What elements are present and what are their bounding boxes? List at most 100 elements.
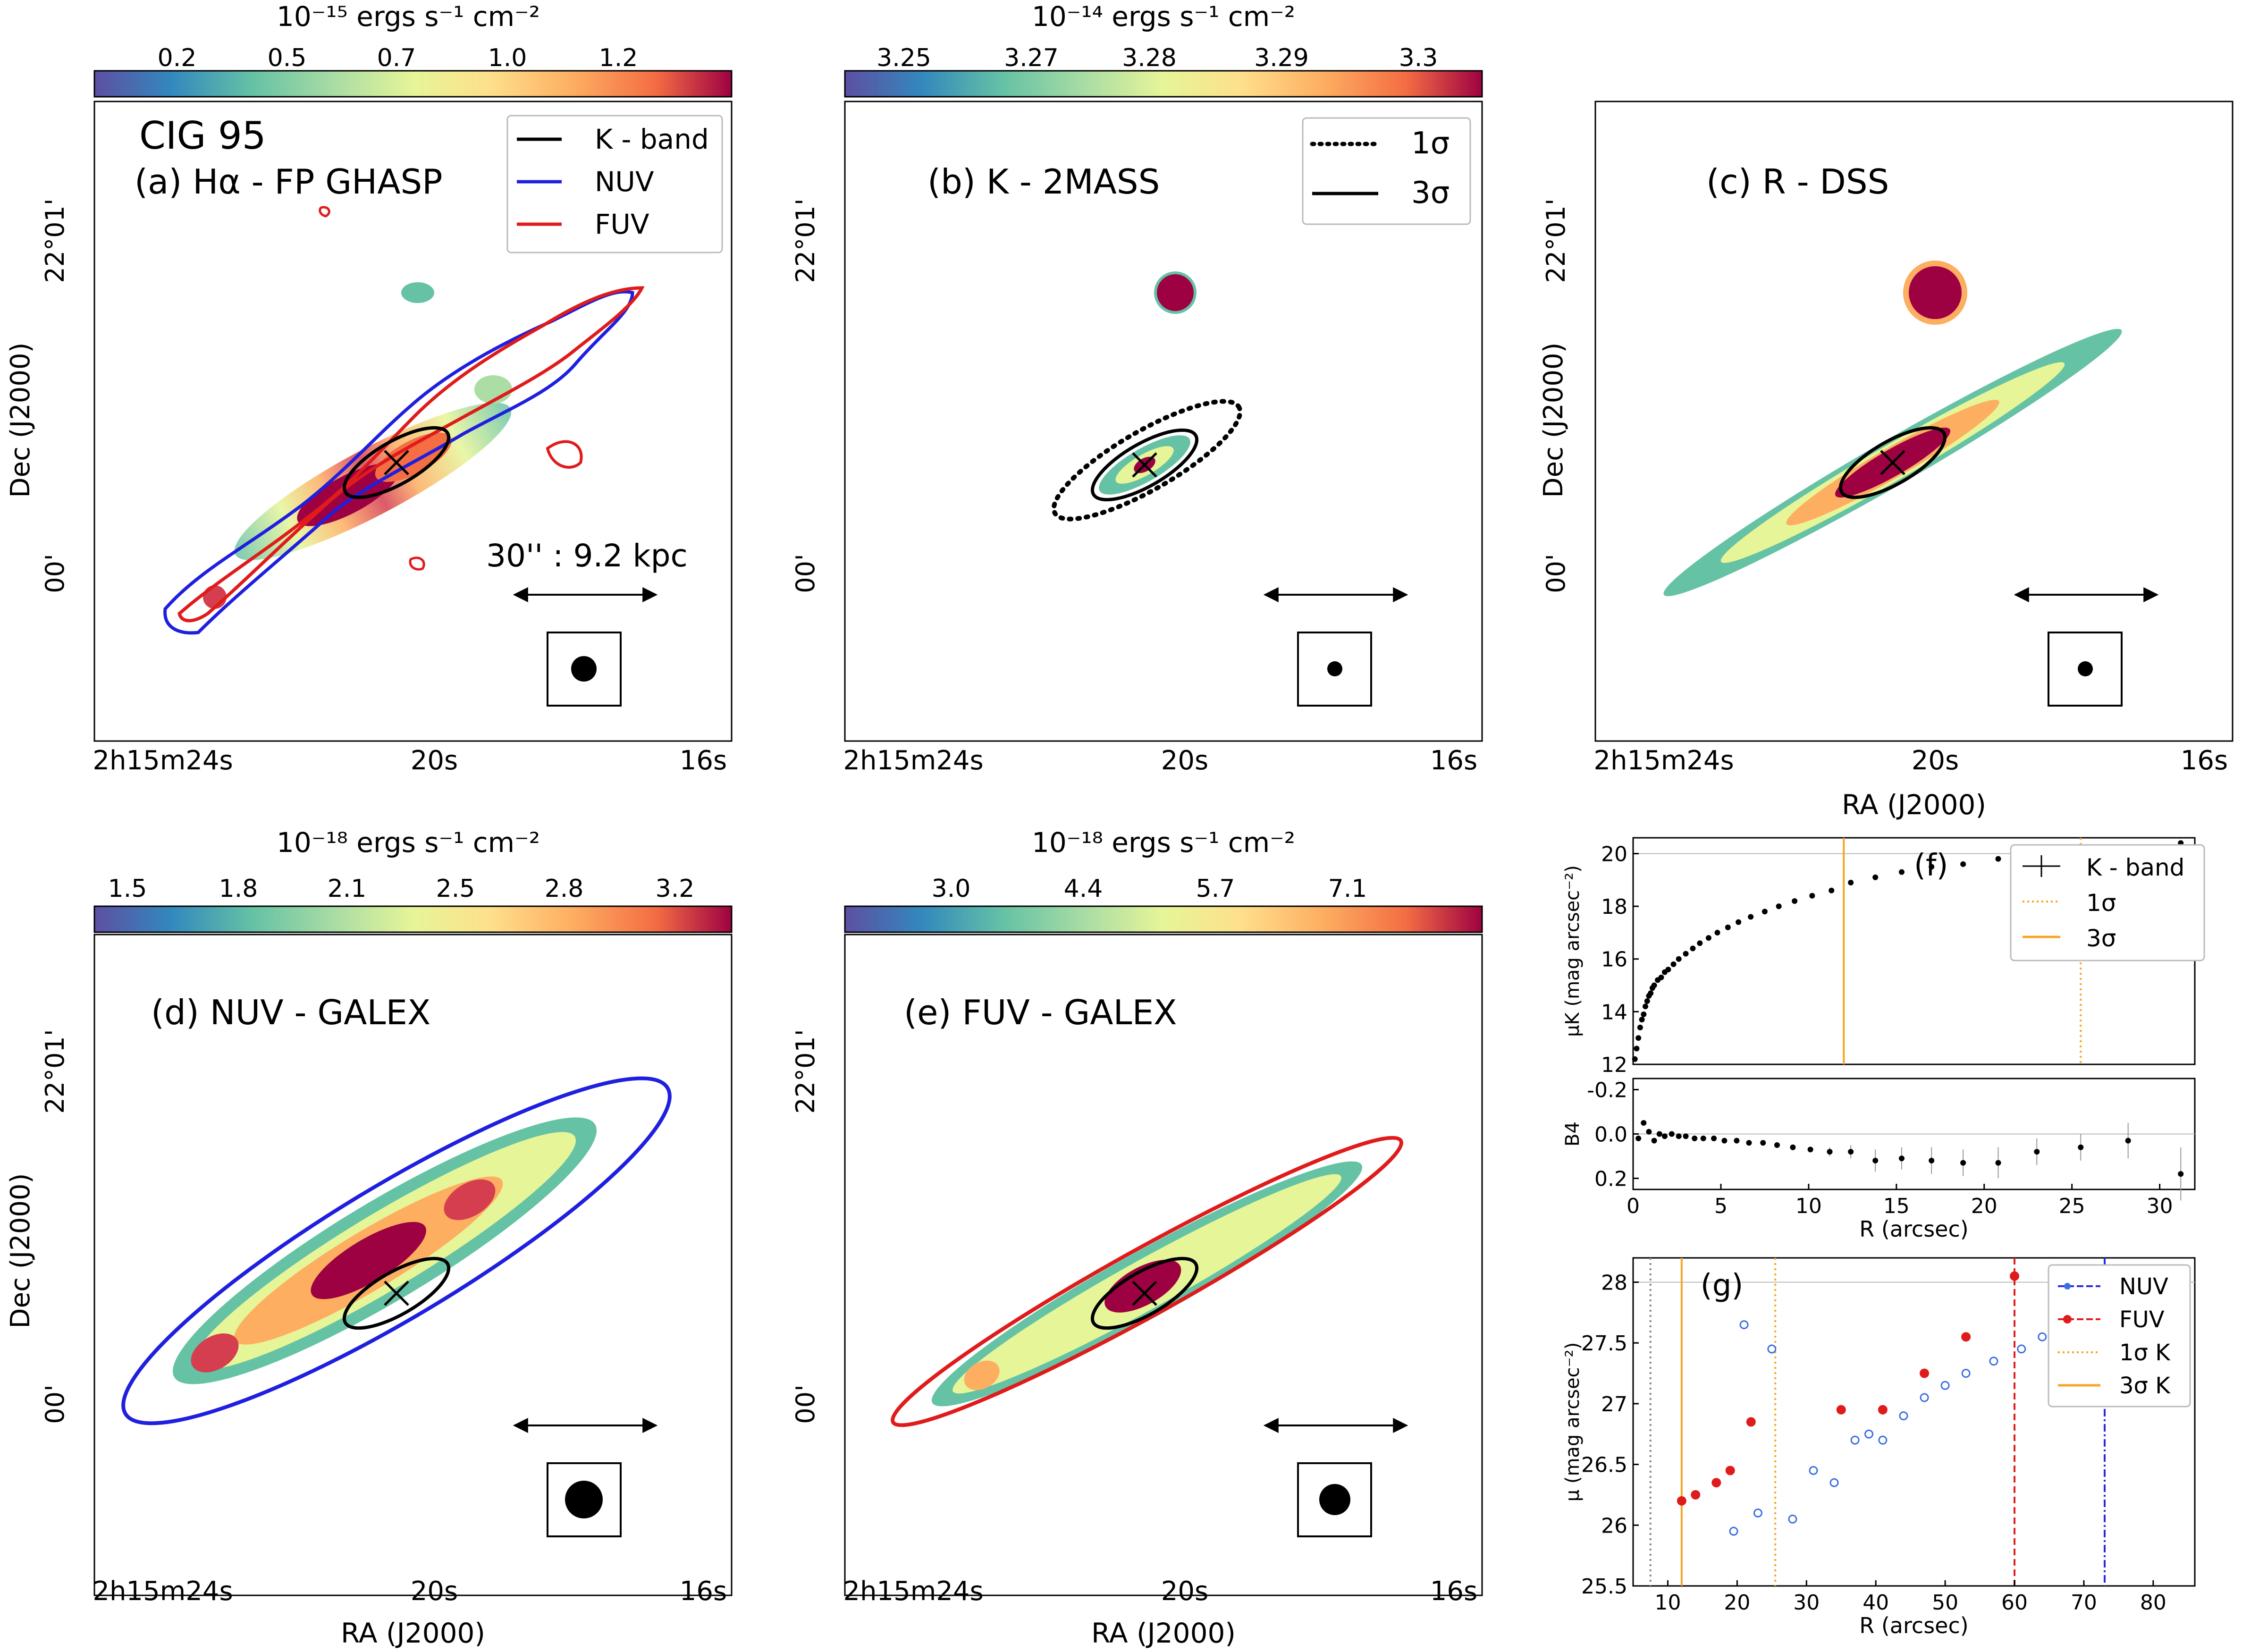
x-tick-label: 30 <box>1793 1591 1820 1615</box>
ra-tick: 20s <box>1161 1576 1208 1607</box>
ra-tick: 16s <box>2181 745 2228 776</box>
colorbar-d-ticks: 1.5 1.8 2.1 2.5 2.8 3.2 <box>108 875 695 903</box>
x-axis-label: R (arcsec) <box>1859 1216 1968 1242</box>
legend-label: 3σ <box>2086 925 2116 952</box>
data-point <box>1734 1138 1740 1144</box>
k-band-ellipse <box>342 426 451 499</box>
nuv-point <box>1809 1466 1818 1475</box>
center-cross <box>1132 452 1157 478</box>
ra-axis-label: RA (J2000) <box>1091 1617 1236 1649</box>
dec-tick: 00' <box>1541 554 1571 593</box>
x-tick-label: 50 <box>1932 1591 1958 1615</box>
chart-legends: K - band 1σ 3σ NUV FUV 1σ K 3σ K <box>2010 844 2205 1408</box>
foreground-star <box>1154 271 1197 314</box>
fuv-point <box>1725 1466 1735 1475</box>
cbar-tick: 1.2 <box>599 44 638 72</box>
fuv-point <box>2010 1271 2020 1281</box>
data-point <box>1634 1045 1640 1052</box>
k-band-ellipse <box>342 1256 451 1330</box>
data-point <box>1656 1131 1662 1137</box>
data-point <box>1848 1149 1854 1155</box>
cbar-tick: 0.2 <box>158 44 197 72</box>
cbar-tick: 0.7 <box>377 44 416 72</box>
data-point <box>1648 990 1654 996</box>
data-point <box>1676 956 1682 962</box>
legend-label: 1σ K <box>2119 1340 2171 1366</box>
data-point <box>1643 1003 1649 1010</box>
data-point <box>1872 1157 1879 1163</box>
ra-tick: 20s <box>411 745 458 776</box>
ra-axis-label: RA (J2000) <box>1842 789 1986 821</box>
beam-circle <box>565 1481 603 1518</box>
cbar-tick: 3.25 <box>877 44 931 72</box>
legend-label: K - band <box>2086 854 2184 881</box>
nuv-point <box>1864 1429 1874 1439</box>
colorbar-a-ticks: 0.2 0.5 0.7 1.0 1.2 <box>158 44 638 72</box>
nuv-aperture-ellipse <box>121 1076 672 1425</box>
ra-tick: 2h15m24s <box>93 1576 233 1607</box>
fuv-contour-small <box>319 206 330 218</box>
data-point <box>1705 935 1711 941</box>
nuv-point <box>1850 1435 1860 1445</box>
x-tick-label: 40 <box>1863 1591 1889 1615</box>
data-point <box>2034 1149 2040 1155</box>
data-point <box>1683 951 1689 957</box>
x-tick-label: 10 <box>1795 1194 1822 1218</box>
fuv-point <box>1746 1417 1756 1427</box>
legend-label: 1σ <box>2086 889 2116 917</box>
emission-blob <box>401 282 434 303</box>
ra-tick: 2h15m24s <box>843 745 983 776</box>
cbar-tick: 2.8 <box>545 875 584 903</box>
y-tick-label: 20 <box>1601 842 1627 866</box>
nuv-emission <box>173 1117 597 1384</box>
colorbar-d-unit: 10⁻¹⁸ ergs s⁻¹ cm⁻² <box>277 826 540 859</box>
data-point <box>1635 1035 1642 1041</box>
center-cross <box>1132 1281 1157 1306</box>
colorbar-b-unit: 10⁻¹⁴ ergs s⁻¹ cm⁻² <box>1032 0 1295 33</box>
chart-g-uv-profile: 25.5 26 26.5 27 27.5 28 10 20 30 40 50 60 70 80 R (arc… <box>1562 1257 2196 1638</box>
y-axis-label: B4 <box>1562 1121 1584 1146</box>
data-point <box>1635 1135 1642 1141</box>
data-point <box>1700 1135 1706 1141</box>
fuv-emission <box>931 1161 1363 1407</box>
x-tick-label: 15 <box>1883 1194 1910 1218</box>
data-point <box>1690 945 1696 952</box>
ra-tick: 2h15m24s <box>843 1576 983 1607</box>
data-point <box>1829 887 1835 893</box>
x-tick-label: 25 <box>2059 1194 2085 1218</box>
dec-tick: 00' <box>791 1384 820 1424</box>
data-point <box>1641 1011 1647 1017</box>
x-tick-label: 5 <box>1714 1194 1728 1218</box>
panel-label: (g) <box>1701 1268 1744 1303</box>
y-tick-label: 26 <box>1601 1514 1627 1538</box>
fuv-point <box>1920 1368 1930 1378</box>
fuv-contour-small <box>409 556 425 571</box>
data-point <box>1736 919 1742 925</box>
ra-tick: 20s <box>411 1576 458 1607</box>
y-tick-label: 16 <box>1601 948 1627 972</box>
nuv-point <box>1940 1381 1950 1390</box>
x-tick-label: 60 <box>2001 1591 2028 1615</box>
dec-tick: 22°01' <box>40 198 70 283</box>
ra-axis-label: RA (J2000) <box>341 1617 485 1649</box>
data-point <box>1774 1142 1780 1148</box>
cbar-tick: 3.3 <box>1399 44 1438 72</box>
data-point <box>1665 967 1671 973</box>
nuv-point <box>1739 1320 1749 1330</box>
nuv-point <box>1920 1393 1929 1402</box>
y-tick-label: 27 <box>1601 1392 1627 1416</box>
cbar-tick: 1.8 <box>219 875 258 903</box>
y-axis-label: μK (mag arcsec⁻²) <box>1562 865 1584 1037</box>
data-point <box>1898 869 1905 875</box>
x-tick-label: 20 <box>1971 1194 1998 1218</box>
k-band-ellipse <box>1838 426 1947 499</box>
y-tick-label: -0.2 <box>1587 1079 1627 1103</box>
data-point <box>1711 1135 1717 1141</box>
beam-box <box>2048 632 2123 707</box>
panel-e: 10⁻¹⁸ ergs s⁻¹ cm⁻² 3.0 4.4 5.7 7.1 (e) … <box>791 826 1483 1649</box>
dec-tick: 00' <box>40 554 70 593</box>
data-point <box>1714 929 1720 936</box>
nuv-point <box>1729 1526 1738 1536</box>
legend-a <box>506 115 723 253</box>
data-point <box>1807 1146 1813 1153</box>
